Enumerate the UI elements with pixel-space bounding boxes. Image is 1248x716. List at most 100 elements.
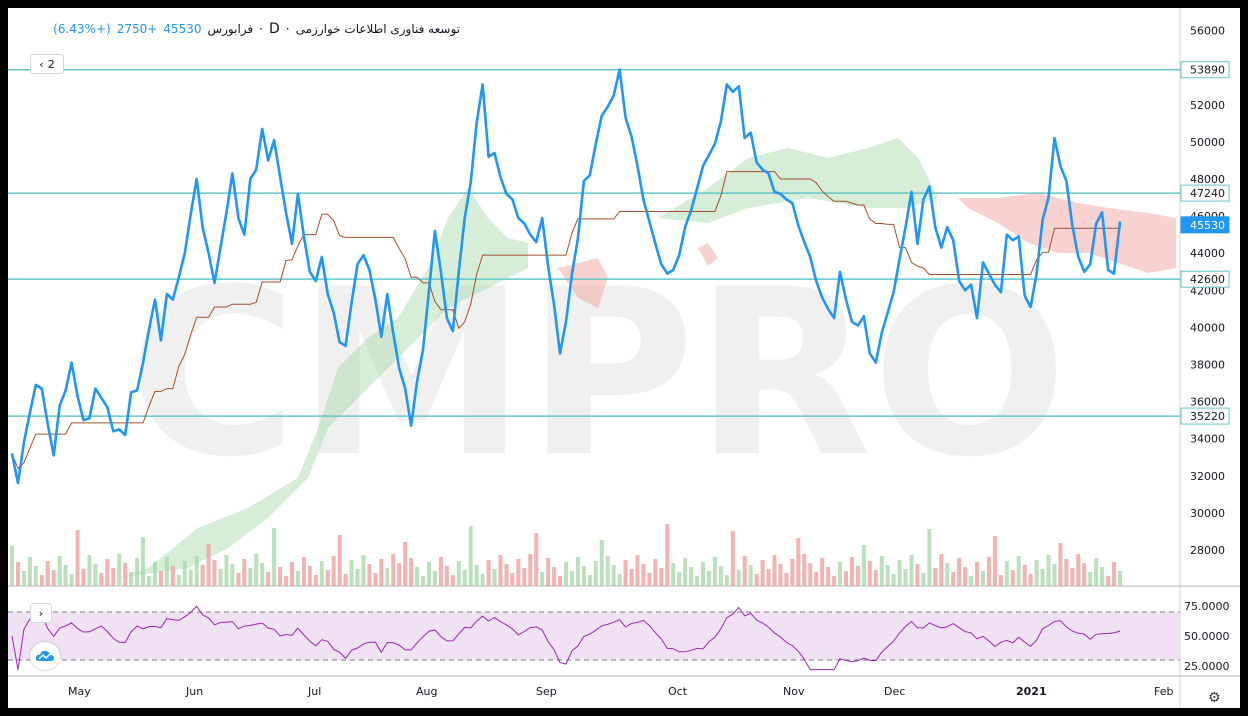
volume-bar [260,563,265,586]
volume-bar [182,561,187,586]
volume-bar [724,575,729,586]
volume-bar [284,576,289,586]
symbol-title: توسعه فناوری اطلاعات خوارزمی [295,22,460,36]
volume-bar [10,546,14,586]
volume-bar [15,562,20,586]
volume-bar [391,554,396,586]
volume-bar [647,573,652,586]
gear-icon[interactable]: ⚙ [1208,690,1221,706]
volume-bar [790,559,795,586]
level-tag-box [1180,184,1230,202]
volume-bar [254,554,259,586]
volume-bar [426,562,431,586]
volume-bar [867,561,872,586]
rsi-axis-tick: 25.0000 [1184,660,1230,673]
volume-bar [873,570,878,586]
volume-bar [778,564,783,586]
volume-bar [409,558,414,586]
rsi-line [11,605,1121,671]
volume-bar [843,571,848,586]
volume-bar [736,570,741,586]
volume-bar [1022,565,1027,586]
volume-bar [677,572,682,586]
volume-bar [147,576,152,586]
volume-bar [891,574,896,586]
volume-bar [885,565,890,586]
volume-bar [963,567,968,586]
volume-bar [540,572,545,586]
volume-bar [861,545,866,586]
volume-bar [69,574,74,586]
volume-bar [712,557,717,586]
volume-bar [951,572,956,586]
volume-bar [236,573,241,586]
volume-bar [939,554,944,586]
volume-bar [266,572,271,586]
volume-bar [1034,560,1039,586]
volume-bar [141,537,146,586]
volume-bar [385,568,390,586]
rsi-toggle-button[interactable]: › [30,603,52,623]
price-chart[interactable]: CMPRO56000540005200050000480004600044000… [8,8,1240,708]
volume-bar [331,556,336,586]
time-axis-tick: Dec [884,685,905,698]
volume-bar [1076,554,1081,586]
rsi-axis-tick: 75.0000 [1184,600,1230,613]
interval-label[interactable]: D [269,21,280,37]
price-axis-tick: 50000 [1190,136,1225,149]
volume-bar [754,574,759,586]
level-tag-box [1180,61,1230,79]
volume-bar [492,569,497,586]
volume-bar [498,555,503,586]
volume-bar [558,576,563,586]
volume-bar [1112,562,1117,586]
volume-bar [897,560,902,586]
volume-bar [111,568,116,586]
volume-bar [522,568,527,586]
volume-bar [105,559,110,586]
volume-bar [980,571,985,586]
level-tag-box [1180,216,1230,234]
volume-bar [295,571,300,586]
volume-bar [421,576,426,586]
volume-bar [123,563,128,586]
volume-bar [397,563,402,586]
chart-frame: CMPRO56000540005200050000480004600044000… [8,8,1240,708]
volume-bar [1100,567,1105,586]
volume-bar [325,570,330,586]
price-axis-tick: 36000 [1190,396,1225,409]
volume-bar [933,568,938,586]
time-axis-tick: Jul [307,685,321,698]
time-axis-tick: Aug [416,685,437,698]
volume-bar [81,569,86,586]
volume-bar [75,530,80,586]
volume-bar [135,558,140,586]
volume-bar [319,561,324,586]
cloud-bull-area [658,138,938,223]
volume-bar [129,572,134,586]
cloud-bear-area [698,243,718,266]
volume-bar [927,529,932,586]
volume-bar [242,559,247,586]
volume-bar [224,555,229,586]
tradingview-logo-button[interactable] [30,642,60,670]
volume-bar [849,557,854,586]
volume-bar [21,571,26,586]
volume-bar [188,570,193,586]
volume-bar [659,568,664,586]
volume-bar [838,562,843,586]
cloud-bear-area [958,193,1176,273]
volume-bar [683,558,688,586]
time-axis-tick: 2021 [1016,685,1047,698]
price-change-pct: (+6.43%) [53,22,111,36]
volume-bar [158,571,163,586]
indicators-count: 2 [47,57,55,71]
volume-bar [730,531,735,586]
rsi-band [8,612,1180,660]
volume-bar [337,535,342,586]
volume-bar [99,573,104,586]
volume-bar [1082,563,1087,586]
price-axis-tick: 30000 [1190,507,1225,520]
volume-bar [87,555,92,586]
indicators-toggle-button[interactable]: ‹ 2 [30,54,64,74]
